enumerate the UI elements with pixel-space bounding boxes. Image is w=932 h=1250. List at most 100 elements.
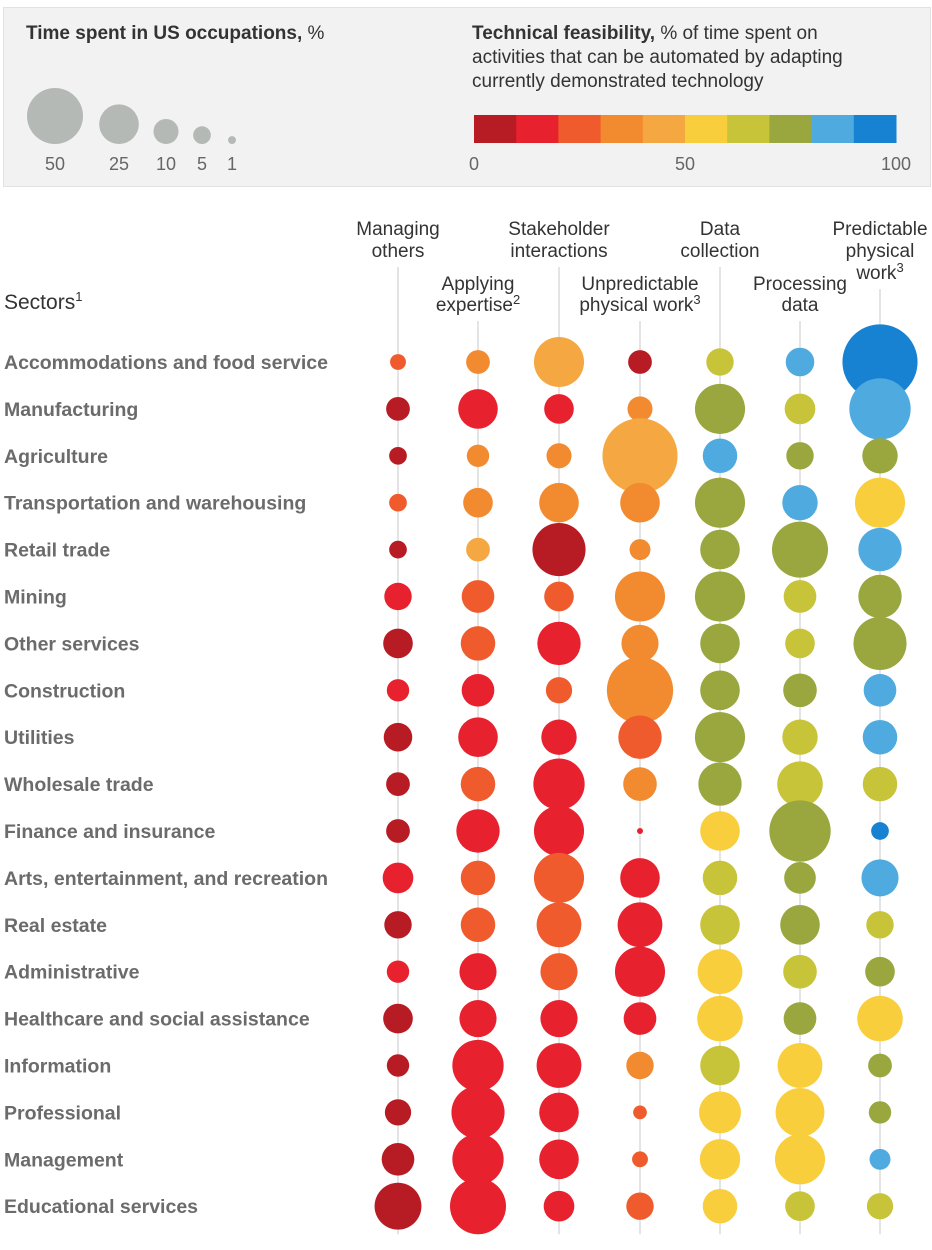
data-bubble <box>384 911 412 939</box>
data-bubble <box>537 621 581 666</box>
row-label: Other services <box>4 633 140 655</box>
data-bubble <box>382 862 414 894</box>
column-header: Applying <box>442 274 515 295</box>
data-bubble <box>620 858 660 898</box>
column-header: physical work3 <box>579 292 700 316</box>
data-bubble <box>697 949 743 995</box>
color-legend-title-line3: currently demonstrated technology <box>472 71 764 92</box>
color-legend-swatch <box>853 115 897 143</box>
column-header: data <box>782 295 819 316</box>
data-bubble <box>459 1000 497 1038</box>
data-bubble <box>461 673 495 707</box>
data-bubble <box>706 348 734 376</box>
data-bubble <box>854 477 906 528</box>
row-label: Retail trade <box>4 540 110 562</box>
color-legend-swatch <box>769 115 813 143</box>
column-header: Stakeholder <box>508 219 610 240</box>
data-bubble <box>700 529 740 570</box>
data-bubble <box>545 677 573 704</box>
data-bubble <box>777 1043 823 1088</box>
data-bubble <box>700 623 740 664</box>
data-bubble <box>602 418 678 494</box>
data-bubble <box>785 628 815 659</box>
data-bubble <box>858 574 902 619</box>
size-legend-bubble <box>228 136 236 145</box>
data-bubble <box>540 953 578 991</box>
data-bubble <box>866 1193 894 1220</box>
data-bubble <box>389 540 407 559</box>
data-bubble <box>786 442 814 470</box>
data-bubble <box>868 1101 892 1124</box>
row-label: Wholesale trade <box>4 774 154 796</box>
data-bubble <box>386 679 410 702</box>
row-label: Real estate <box>4 915 107 937</box>
row-label: Healthcare and social assistance <box>4 1009 310 1031</box>
row-label: Administrative <box>4 962 140 984</box>
data-bubble <box>536 1043 582 1088</box>
data-bubble <box>865 956 895 987</box>
column-header: Predictable <box>832 219 927 240</box>
color-legend-tick: 0 <box>469 154 479 174</box>
data-bubble <box>694 477 746 528</box>
data-bubble <box>702 860 738 896</box>
color-legend-title-line2: activities that can be automated by adap… <box>472 47 843 68</box>
data-bubble <box>633 1105 647 1120</box>
column-header: Data <box>700 219 741 240</box>
row-label: Utilities <box>4 727 75 749</box>
legend-panel: Time spent in US occupations, % Technica… <box>3 7 931 187</box>
data-bubble <box>866 911 894 939</box>
row-label: Educational services <box>4 1196 198 1218</box>
data-bubble <box>629 539 651 561</box>
data-bubble <box>782 719 818 755</box>
data-bubble <box>533 805 585 857</box>
data-bubble <box>694 712 746 763</box>
column-header: interactions <box>510 241 607 262</box>
data-bubble <box>544 581 574 612</box>
data-bubble <box>533 336 585 388</box>
data-bubble <box>632 1151 648 1168</box>
data-bubble <box>700 905 740 945</box>
data-bubble <box>700 811 740 851</box>
data-bubble <box>777 761 823 807</box>
row-label: Accommodations and food service <box>4 352 328 374</box>
data-bubble <box>450 1178 506 1235</box>
data-bubble <box>536 902 582 948</box>
data-bubble <box>694 383 746 434</box>
data-bubble <box>702 1188 738 1224</box>
data-bubble <box>452 1039 504 1092</box>
size-legend-title: Time spent in US occupations, % <box>26 22 324 46</box>
color-legend-swatch <box>727 115 770 143</box>
data-bubble <box>783 954 817 989</box>
row-label: Manufacturing <box>4 399 138 421</box>
column-header: expertise2 <box>436 292 520 316</box>
color-legend-swatch <box>474 115 517 143</box>
color-legend-swatch <box>600 115 644 143</box>
data-bubble <box>539 1092 579 1133</box>
data-bubble <box>623 1002 657 1035</box>
data-bubble <box>544 394 574 424</box>
data-bubble <box>780 905 820 945</box>
column-header: Unpredictable <box>581 274 698 295</box>
data-bubble <box>458 389 498 429</box>
data-bubble <box>614 946 666 997</box>
data-bubble <box>386 397 410 421</box>
data-bubble <box>628 350 652 374</box>
data-bubble <box>862 438 898 474</box>
data-bubble <box>694 571 746 622</box>
data-bubble <box>697 995 743 1042</box>
column-header: Processing <box>753 274 847 295</box>
color-legend-swatch <box>685 115 728 143</box>
data-bubble <box>784 393 816 425</box>
row-label: Information <box>4 1056 111 1078</box>
column-header: physical <box>846 241 915 262</box>
data-bubble <box>381 1142 415 1176</box>
row-label: Finance and insurance <box>4 821 215 843</box>
data-bubble <box>853 616 907 670</box>
data-bubble <box>862 766 898 802</box>
data-bubble <box>623 767 657 801</box>
data-bubble <box>621 624 659 662</box>
data-bubble <box>699 1091 741 1134</box>
row-label: Management <box>4 1149 124 1171</box>
column-header: Managing <box>356 219 439 240</box>
data-bubble <box>532 523 586 577</box>
